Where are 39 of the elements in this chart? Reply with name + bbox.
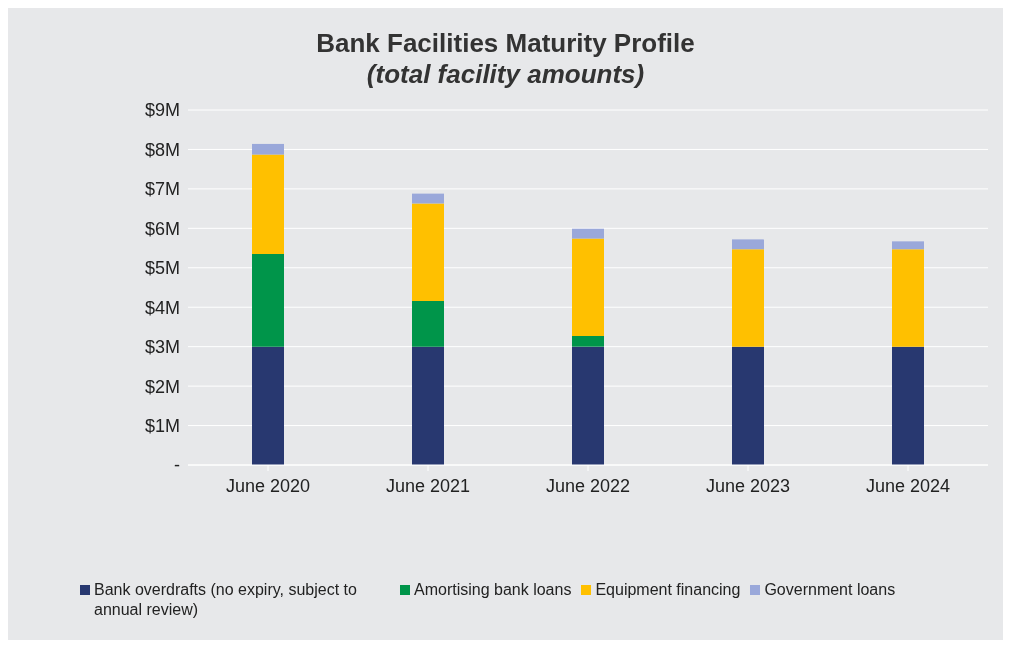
y-tick-label: $3M [144,337,180,358]
chart-subtitle: (total facility amounts) [365,59,646,90]
y-tick-label: $5M [144,258,180,279]
y-tick-label: $8M [144,139,180,160]
chart-title: Bank Facilities Maturity Profile [315,28,696,59]
bar [572,238,604,337]
bar [252,154,284,254]
x-tick-label: June 2020 [225,475,311,496]
bar [892,241,924,250]
legend-label: Bank overdrafts (no expiry, subject to annual review) [94,580,358,620]
y-tick-label: $4M [144,297,180,318]
bar [732,249,764,347]
bar [252,253,284,347]
y-tick-label: $1M [144,415,180,436]
x-tick-label: June 2023 [705,475,791,496]
bar [412,193,444,204]
x-tick-label: June 2021 [385,475,471,496]
bar [412,346,444,465]
bar [572,228,604,239]
y-tick-label: - [174,455,180,476]
y-tick-label: $6M [144,218,180,239]
bar [892,346,924,465]
x-tick-label: June 2024 [865,475,951,496]
bar [732,346,764,465]
legend-label: Equipment financing [595,580,741,600]
y-tick-label: $9M [144,100,180,121]
y-tick-label: $2M [144,376,180,397]
bar [412,300,444,347]
bar [572,346,604,465]
bar [892,249,924,347]
legend-label: Government loans [764,580,896,600]
legend-label: Amortising bank loans [414,580,572,600]
bar [412,203,444,301]
bar [252,346,284,465]
bar [732,239,764,250]
bar [252,143,284,155]
x-tick-label: June 2022 [545,475,631,496]
bar [572,336,604,347]
y-tick-label: $7M [144,179,180,200]
